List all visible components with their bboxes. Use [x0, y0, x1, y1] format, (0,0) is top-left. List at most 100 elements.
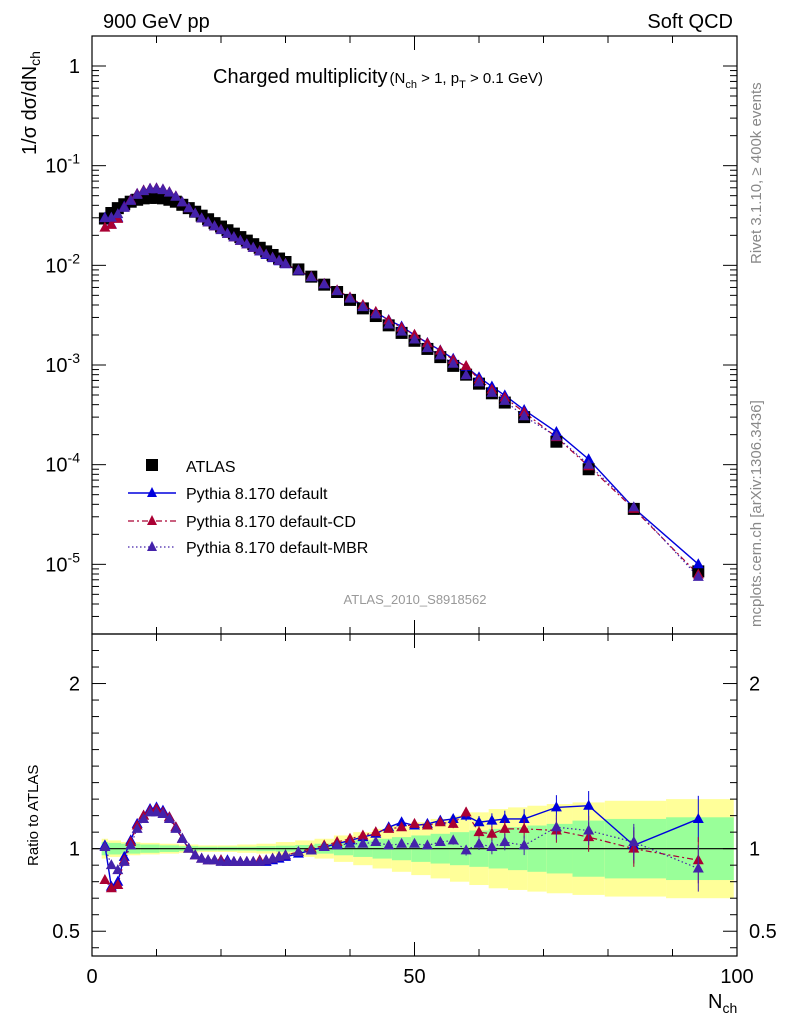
- mc-point-ratio: [305, 844, 317, 855]
- mc-point-main: [118, 201, 130, 212]
- mc-point-main: [228, 231, 240, 242]
- mc-point-main: [370, 308, 382, 319]
- mc-point-main: [215, 224, 227, 235]
- mc-point-main: [383, 318, 395, 329]
- mc-point-ratio: [112, 864, 124, 875]
- legend-entry-default-cd: Pythia 8.170 default-CD: [128, 514, 356, 531]
- mc-point-main: [550, 430, 562, 441]
- analysis-id: ATLAS_2010_S8918562: [344, 592, 487, 607]
- mc-point-ratio: [209, 854, 221, 865]
- mc-point-ratio: [189, 849, 201, 860]
- ratio-plot-frame: [91, 633, 738, 957]
- x-tick-label: 100: [720, 966, 753, 988]
- mc-point-main: [254, 245, 266, 256]
- mc-point-ratio: [131, 822, 143, 833]
- mc-point-ratio: [163, 812, 175, 823]
- mc-point-main: [209, 220, 221, 231]
- mc-point-ratio: [486, 814, 498, 825]
- mc-point-ratio: [499, 822, 511, 833]
- mc-point-main: [267, 251, 279, 262]
- mc-point-ratio: [370, 826, 382, 837]
- mc-point-main: [518, 410, 530, 421]
- mcplots-site-label: mcplots.cern.ch [arXiv:1306.3436]: [748, 400, 765, 627]
- mc-point-ratio: [486, 841, 498, 852]
- mc-point-ratio: [421, 839, 433, 850]
- mc-point-main: [409, 333, 420, 344]
- mc-point-ratio: [447, 817, 459, 828]
- y-tick-label: 10-5: [45, 549, 80, 576]
- mc-point-main: [331, 285, 343, 296]
- ratio-tick-label-right: 0.5: [749, 921, 777, 943]
- legend-marker-triangle: [147, 515, 157, 525]
- legend: ATLAS Pythia 8.170 default Pythia 8.170 …: [128, 459, 368, 557]
- mc-point-main: [499, 394, 511, 405]
- mc-point-ratio: [583, 799, 595, 810]
- mc-point-main: [292, 264, 304, 275]
- mc-point-main: [170, 190, 182, 201]
- mc-point-ratio: [486, 827, 498, 838]
- series-line-main: [104, 187, 699, 565]
- mc-point-ratio: [409, 817, 420, 828]
- x-tick-label: 0: [86, 966, 97, 988]
- mc-point-ratio: [473, 816, 485, 827]
- mc-point-main: [692, 558, 704, 569]
- mc-point-main: [99, 221, 111, 232]
- legend-label: Pythia 8.170 default-CD: [186, 514, 356, 531]
- y-tick-label: 10-4: [45, 450, 80, 477]
- mc-point-ratio: [99, 841, 111, 852]
- ratio-tick-label-right: 1: [749, 839, 760, 861]
- ratio-tick-label-right: 2: [749, 674, 760, 696]
- legend-marker-triangle: [147, 541, 157, 551]
- mc-point-main: [460, 360, 472, 371]
- mc-point-ratio: [105, 882, 117, 893]
- mc-point-ratio: [550, 801, 562, 812]
- mc-point-main: [273, 254, 285, 265]
- y-tick-label: 10-3: [45, 350, 80, 377]
- mc-point-ratio: [344, 837, 356, 848]
- legend-label: ATLAS: [186, 459, 236, 476]
- mc-point-ratio: [196, 852, 208, 863]
- mc-point-ratio: [383, 822, 395, 833]
- x-tick-label: 50: [403, 966, 425, 988]
- mc-point-ratio: [370, 836, 382, 847]
- mc-point-main: [583, 458, 595, 469]
- mc-point-ratio: [434, 816, 446, 827]
- mc-point-main: [260, 248, 272, 259]
- y-tick-label: 1: [69, 56, 80, 78]
- data-markers: [98, 182, 705, 893]
- mc-point-main: [357, 301, 369, 312]
- y-tick-label: 10-1: [45, 151, 80, 178]
- mc-point-main: [486, 386, 498, 397]
- mc-point-main: [105, 211, 117, 222]
- mc-point-main: [221, 227, 233, 238]
- legend-marker-triangle: [147, 487, 157, 497]
- mc-point-ratio: [460, 844, 472, 855]
- mc-point-main: [247, 241, 259, 252]
- mc-point-ratio: [518, 822, 530, 833]
- mc-point-ratio: [434, 836, 446, 847]
- mc-point-main: [344, 292, 356, 303]
- axis-ticks: 0 50 100 1 10-1 10-2 10-3 10-4 10-5 0.5 0.5 1 1 2 2: [45, 35, 777, 988]
- mc-point-ratio: [357, 829, 369, 840]
- mc-point-main: [196, 212, 208, 223]
- mc-point-ratio: [628, 836, 640, 847]
- mc-point-ratio: [473, 826, 485, 837]
- mc-point-ratio: [125, 839, 137, 850]
- rivet-version-label: Rivet 3.1.10, ≥ 400k events: [748, 82, 765, 264]
- legend-entry-default: Pythia 8.170 default: [128, 486, 328, 503]
- mc-point-main: [318, 278, 330, 289]
- chart-title-cuts: (Nch > 1, pT > 0.1 GeV): [390, 70, 543, 91]
- mc-point-ratio: [499, 812, 511, 823]
- legend-entry-atlas: ATLAS: [146, 459, 236, 476]
- x-axis-label: Nch: [708, 991, 737, 1016]
- mc-point-main: [305, 271, 317, 282]
- chart-title-main: Charged multiplicity: [213, 66, 388, 88]
- mc-point-ratio: [183, 842, 195, 853]
- mc-point-main: [131, 188, 143, 199]
- mc-point-ratio: [409, 837, 420, 848]
- mc-point-ratio: [118, 855, 130, 866]
- ratio-axis-label: Ratio to ATLAS: [25, 765, 42, 866]
- series-lines: [104, 187, 699, 890]
- ratio-tick-label: 2: [69, 674, 80, 696]
